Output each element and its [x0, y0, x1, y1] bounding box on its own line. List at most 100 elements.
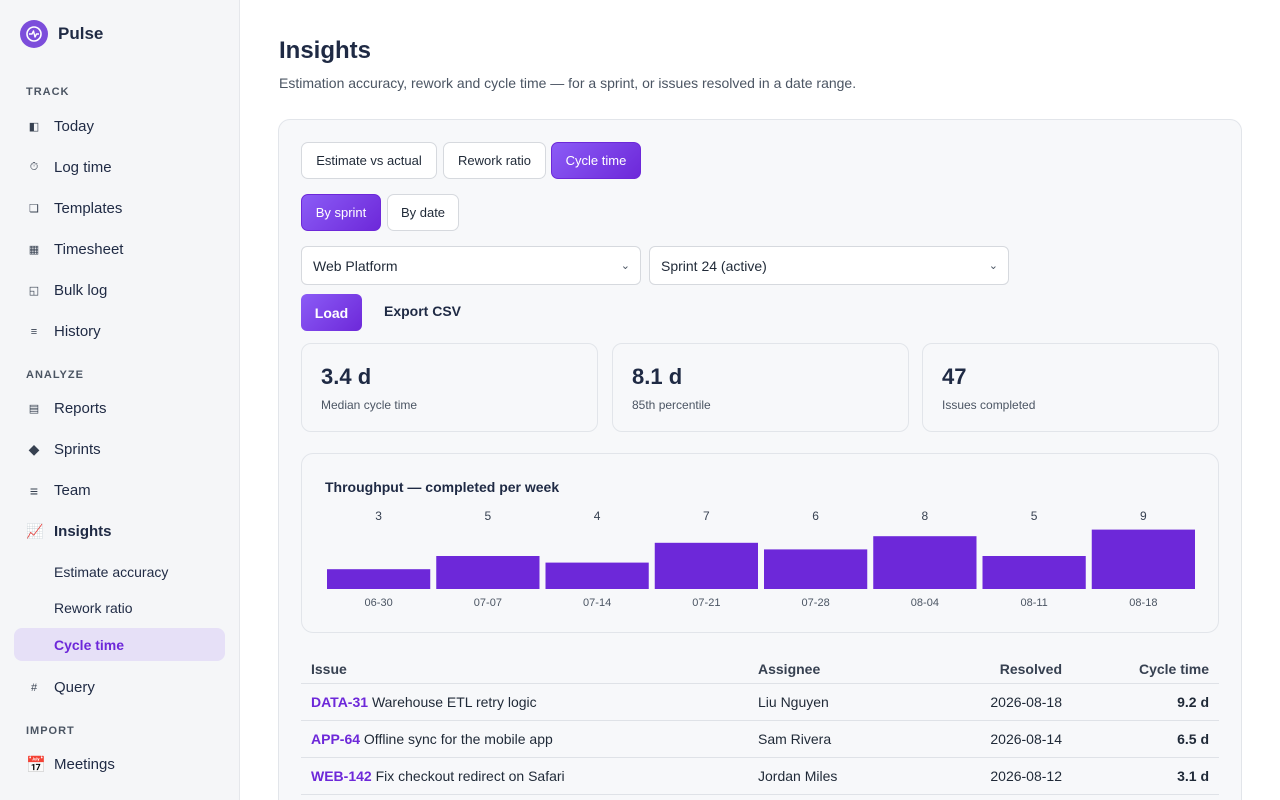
issue-cell: APP-64 Offline sync for the mobile app — [311, 731, 553, 747]
sidebar-item-label: Bulk log — [54, 282, 108, 299]
sidebar-item-label: Insights — [54, 523, 112, 540]
issue-title: Warehouse ETL retry logic — [371, 694, 537, 710]
chevron-down-icon: ⌄ — [620, 260, 630, 272]
brand[interactable]: Pulse — [20, 20, 103, 48]
export-csv-button[interactable]: Export CSV — [384, 303, 462, 319]
stat-label: 85th percentile — [632, 398, 711, 412]
issue-key-link[interactable]: APP-64 — [311, 731, 361, 747]
bar-value-label: 6 — [812, 509, 819, 523]
grid-icon: ▦ — [28, 244, 40, 256]
list-icon: ≡ — [30, 325, 38, 338]
today-icon: ◧ — [28, 121, 40, 133]
sidebar: Pulse TRACK ◧ Today ⏱ Log time ❏ Templat… — [0, 0, 240, 800]
page-title: Insights — [279, 37, 372, 64]
calendar-icon: 📅 — [26, 756, 46, 774]
cycle-time-cell: 9.2 d — [1177, 694, 1209, 710]
bar-07-14 — [545, 562, 649, 589]
column-header-issue: Issue — [311, 661, 347, 677]
tab-cycle-time[interactable]: Cycle time — [551, 142, 641, 179]
pulse-logo-icon — [20, 20, 48, 48]
bulk-icon: ◱ — [28, 285, 40, 297]
bar-value-label: 7 — [703, 509, 710, 523]
sidebar-item-label: History — [54, 323, 101, 340]
stat-issues-completed: 47 Issues completed — [922, 343, 1219, 432]
tab-rework-ratio[interactable]: Rework ratio — [443, 142, 546, 179]
x-tick-label: 08-18 — [1129, 597, 1157, 609]
diamond-icon: ◆ — [28, 441, 40, 457]
sidebar-subitem-rework-ratio[interactable]: Rework ratio — [54, 599, 133, 616]
sidebar-item-bulk-log[interactable]: ◱ Bulk log — [14, 274, 225, 307]
mode-by-date-button[interactable]: By date — [387, 194, 459, 231]
team-icon: ≡ — [29, 482, 39, 499]
issue-title: Fix checkout redirect on Safari — [375, 768, 565, 784]
assignee-cell: Sam Rivera — [758, 731, 832, 747]
bar-value-label: 4 — [594, 509, 601, 523]
sidebar-item-insights[interactable]: 📈 Insights — [14, 515, 225, 548]
stat-85th-percentile: 8.1 d 85th percentile — [612, 343, 909, 432]
sidebar-item-templates[interactable]: ❏ Templates — [14, 192, 225, 225]
cycle-time-cell: 3.1 d — [1177, 768, 1209, 784]
issue-key-link[interactable]: DATA-31 — [311, 694, 369, 710]
sidebar-item-team[interactable]: ≡ Team — [14, 474, 225, 507]
mode-by-sprint-button[interactable]: By sprint — [301, 194, 381, 231]
bar-value-label: 9 — [1140, 509, 1147, 523]
bar-value-label: 5 — [1031, 509, 1038, 523]
stat-value: 3.4 d — [321, 364, 372, 389]
section-label-track: TRACK — [26, 86, 70, 98]
issue-title: Offline sync for the mobile app — [363, 731, 553, 747]
bar-08-18 — [1091, 529, 1195, 589]
issue-cell: DATA-31 Warehouse ETL retry logic — [311, 694, 537, 710]
x-tick-label: 07-21 — [692, 597, 720, 609]
sidebar-item-label: Log time — [54, 159, 112, 176]
app-name: Pulse — [58, 24, 104, 43]
sidebar-item-label: Team — [54, 482, 91, 499]
cycle-time-cell: 6.5 d — [1177, 731, 1209, 747]
sprint-select[interactable]: Sprint 24 (active) ⌄ — [649, 246, 1009, 285]
chevron-down-icon: ⌄ — [988, 260, 998, 272]
sidebar-item-reports[interactable]: ▤ Reports — [14, 392, 225, 425]
stat-median-cycle-time: 3.4 d Median cycle time — [301, 343, 598, 432]
sidebar-subitem-estimate-accuracy[interactable]: Estimate accuracy — [54, 563, 169, 580]
sidebar-item-log-time[interactable]: ⏱ Log time — [14, 151, 225, 184]
load-button[interactable]: Load — [301, 294, 362, 331]
assignee-cell: Jordan Miles — [758, 768, 838, 784]
bar-07-28 — [764, 549, 868, 589]
page-subtitle: Estimation accuracy, rework and cycle ti… — [279, 75, 857, 91]
x-tick-label: 08-11 — [1020, 597, 1047, 609]
x-tick-label: 07-28 — [802, 597, 830, 609]
column-header-assignee: Assignee — [758, 661, 821, 677]
section-label-import: IMPORT — [26, 725, 75, 737]
sidebar-item-history[interactable]: ≡ History — [14, 315, 225, 348]
x-tick-label: 06-30 — [365, 597, 393, 609]
sidebar-item-today[interactable]: ◧ Today — [14, 110, 225, 143]
x-tick-label: 08-04 — [911, 597, 939, 609]
table-row[interactable]: APP-64 Offline sync for the mobile app S… — [301, 720, 1219, 757]
x-tick-label: 07-07 — [474, 597, 502, 609]
stat-value: 47 — [942, 364, 967, 389]
resolved-cell: 2026-08-12 — [990, 768, 1062, 784]
sidebar-item-label: Today — [54, 118, 95, 135]
chart-title: Throughput — completed per week — [325, 479, 560, 495]
table-row[interactable]: DATA-31 Warehouse ETL retry logic Liu Ng… — [301, 683, 1219, 720]
sidebar-item-meetings[interactable]: 📅 Meetings — [14, 748, 225, 781]
resolved-cell: 2026-08-14 — [990, 731, 1062, 747]
sidebar-subitem-cycle-time[interactable]: Cycle time — [14, 628, 225, 661]
throughput-bar-chart: 3 06-30 5 07-07 4 07-14 7 07-21 6 07-28 8 08-04 5 08-… — [327, 509, 1195, 609]
column-header-cycle-time: Cycle time — [1138, 661, 1209, 677]
bar-value-label: 8 — [922, 509, 929, 523]
table-row[interactable]: WEB-142 Fix checkout redirect on Safari … — [301, 757, 1219, 794]
tab-estimate-vs-actual[interactable]: Estimate vs actual — [301, 142, 437, 179]
sidebar-item-label: Timesheet — [54, 241, 124, 258]
project-select[interactable]: Web Platform ⌄ — [301, 246, 641, 285]
resolved-cell: 2026-08-18 — [990, 694, 1062, 710]
sidebar-item-sprints[interactable]: ◆ Sprints — [14, 433, 225, 466]
sidebar-item-query[interactable]: # Query — [14, 671, 225, 704]
bar-08-04 — [873, 536, 977, 589]
bar-08-11 — [982, 556, 1086, 589]
issue-cell: WEB-142 Fix checkout redirect on Safari — [311, 768, 565, 784]
sidebar-item-timesheet[interactable]: ▦ Timesheet — [14, 233, 225, 266]
template-icon: ❏ — [29, 203, 39, 215]
sprint-select-value: Sprint 24 (active) — [661, 257, 767, 274]
bar-07-07 — [436, 556, 540, 589]
issue-key-link[interactable]: WEB-142 — [311, 768, 372, 784]
